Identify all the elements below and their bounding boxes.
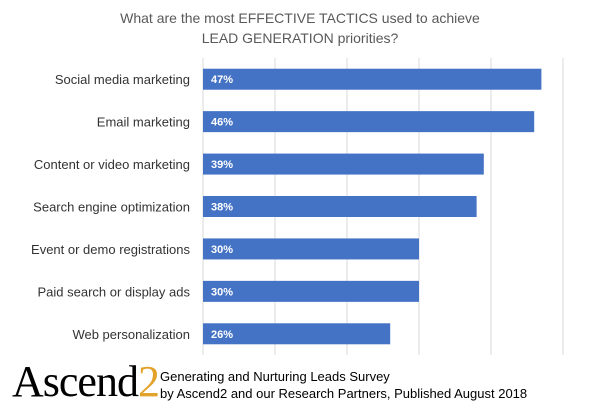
category-label-search-engine-optimization: Search engine optimization <box>33 200 190 215</box>
bar-web-personalization <box>203 323 391 345</box>
category-label-web-personalization: Web personalization <box>72 327 190 342</box>
source-line-2: by Ascend2 and our Research Partners, Pu… <box>160 386 528 401</box>
bar-paid-search-or-display-ads <box>203 280 419 302</box>
survey-source: Generating and Nurturing Leads Survey by… <box>160 368 527 402</box>
category-label-content-or-video-marketing: Content or video marketing <box>34 157 190 172</box>
bar-email-marketing <box>203 111 535 133</box>
chart-title: What are the most EFFECTIVE TACTICS used… <box>120 10 480 46</box>
value-label-content-or-video-marketing: 39% <box>211 159 233 171</box>
bar-event-or-demo-registrations <box>203 238 419 260</box>
value-label-web-personalization: 26% <box>211 329 233 341</box>
category-labels: Social media marketing Email marketing Con… <box>31 72 190 342</box>
value-label-search-engine-optimization: 38% <box>211 202 233 214</box>
value-label-paid-search-or-display-ads: 30% <box>211 286 233 298</box>
bar-search-engine-optimization <box>203 196 477 217</box>
value-label-event-or-demo-registrations: 30% <box>211 244 233 256</box>
category-label-paid-search-or-display-ads: Paid search or display ads <box>38 284 191 299</box>
bars: 47% 46% 39% 38% 30% 30% 26% <box>203 68 542 345</box>
category-label-event-or-demo-registrations: Event or demo registrations <box>31 242 190 257</box>
category-label-social-media-marketing: Social media marketing <box>55 72 190 87</box>
value-label-email-marketing: 46% <box>211 117 233 129</box>
source-line-1: Generating and Nurturing Leads Survey <box>160 369 390 384</box>
value-label-social-media-marketing: 47% <box>211 74 233 86</box>
bar-content-or-video-marketing <box>203 153 484 175</box>
category-label-email-marketing: Email marketing <box>97 115 190 130</box>
bar-social-media-marketing <box>203 68 542 90</box>
ascend2-logo: Ascend2 <box>12 357 160 406</box>
